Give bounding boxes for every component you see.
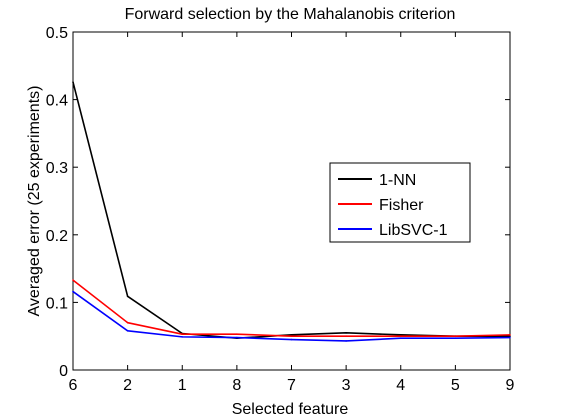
x-tick-label: 8 <box>232 377 241 394</box>
y-tick-label: 0.5 <box>46 25 68 42</box>
y-axis-title: Averaged error (25 experiments) <box>26 86 43 317</box>
legend-label-1-nn: 1-NN <box>379 172 416 189</box>
y-tick-label: 0.2 <box>46 228 68 245</box>
data-point-libsvc-1 <box>72 290 74 293</box>
data-point-1-nn <box>509 335 511 338</box>
y-tick-label: 0.1 <box>46 295 68 312</box>
legend-label-libsvc-1: LibSVC-1 <box>379 222 448 239</box>
data-point-fisher <box>509 334 511 336</box>
x-tick-label: 6 <box>69 377 78 394</box>
x-tick-label: 2 <box>123 377 132 394</box>
y-tick-label: 0 <box>59 363 68 380</box>
data-point-libsvc-1 <box>236 336 238 339</box>
data-point-1-nn <box>345 332 347 334</box>
data-point-libsvc-1 <box>509 336 511 339</box>
legend: 1-NN Fisher LibSVC-1 <box>329 162 471 243</box>
y-tick-label: 0.3 <box>46 160 68 177</box>
data-point-fisher <box>399 335 402 338</box>
x-tick-label: 4 <box>396 377 405 394</box>
data-point-1-nn <box>126 295 129 298</box>
series-layer <box>72 81 511 342</box>
data-point-fisher <box>72 279 74 281</box>
data-point-fisher <box>236 333 238 335</box>
data-point-libsvc-1 <box>290 338 293 341</box>
y-axis-ticks: 0 0.1 0.2 0.3 0.4 0.5 <box>46 25 510 380</box>
chart-title: Forward selection by the Mahalanobis cri… <box>125 6 456 23</box>
x-axis-title: Selected feature <box>232 401 349 418</box>
x-tick-label: 9 <box>506 377 515 394</box>
x-tick-label: 7 <box>287 377 296 394</box>
x-tick-label: 5 <box>451 377 460 394</box>
data-point-libsvc-1 <box>126 329 129 332</box>
data-point-libsvc-1 <box>345 340 347 342</box>
x-axis-ticks: 6 2 1 8 7 3 4 5 9 <box>69 32 515 394</box>
data-point-fisher <box>290 335 293 338</box>
data-point-1-nn <box>399 334 402 336</box>
data-point-fisher <box>181 333 184 335</box>
data-point-1-nn <box>290 334 293 336</box>
data-point-1-nn <box>72 81 74 83</box>
x-tick-label: 3 <box>342 377 351 394</box>
data-point-fisher <box>126 321 129 324</box>
data-point-fisher <box>454 335 457 338</box>
legend-label-fisher: Fisher <box>379 197 424 214</box>
data-point-fisher <box>345 335 347 338</box>
data-point-libsvc-1 <box>399 337 402 340</box>
data-point-libsvc-1 <box>181 336 184 338</box>
x-tick-label: 1 <box>178 377 187 394</box>
data-point-libsvc-1 <box>454 337 457 340</box>
y-tick-label: 0.4 <box>46 93 68 110</box>
